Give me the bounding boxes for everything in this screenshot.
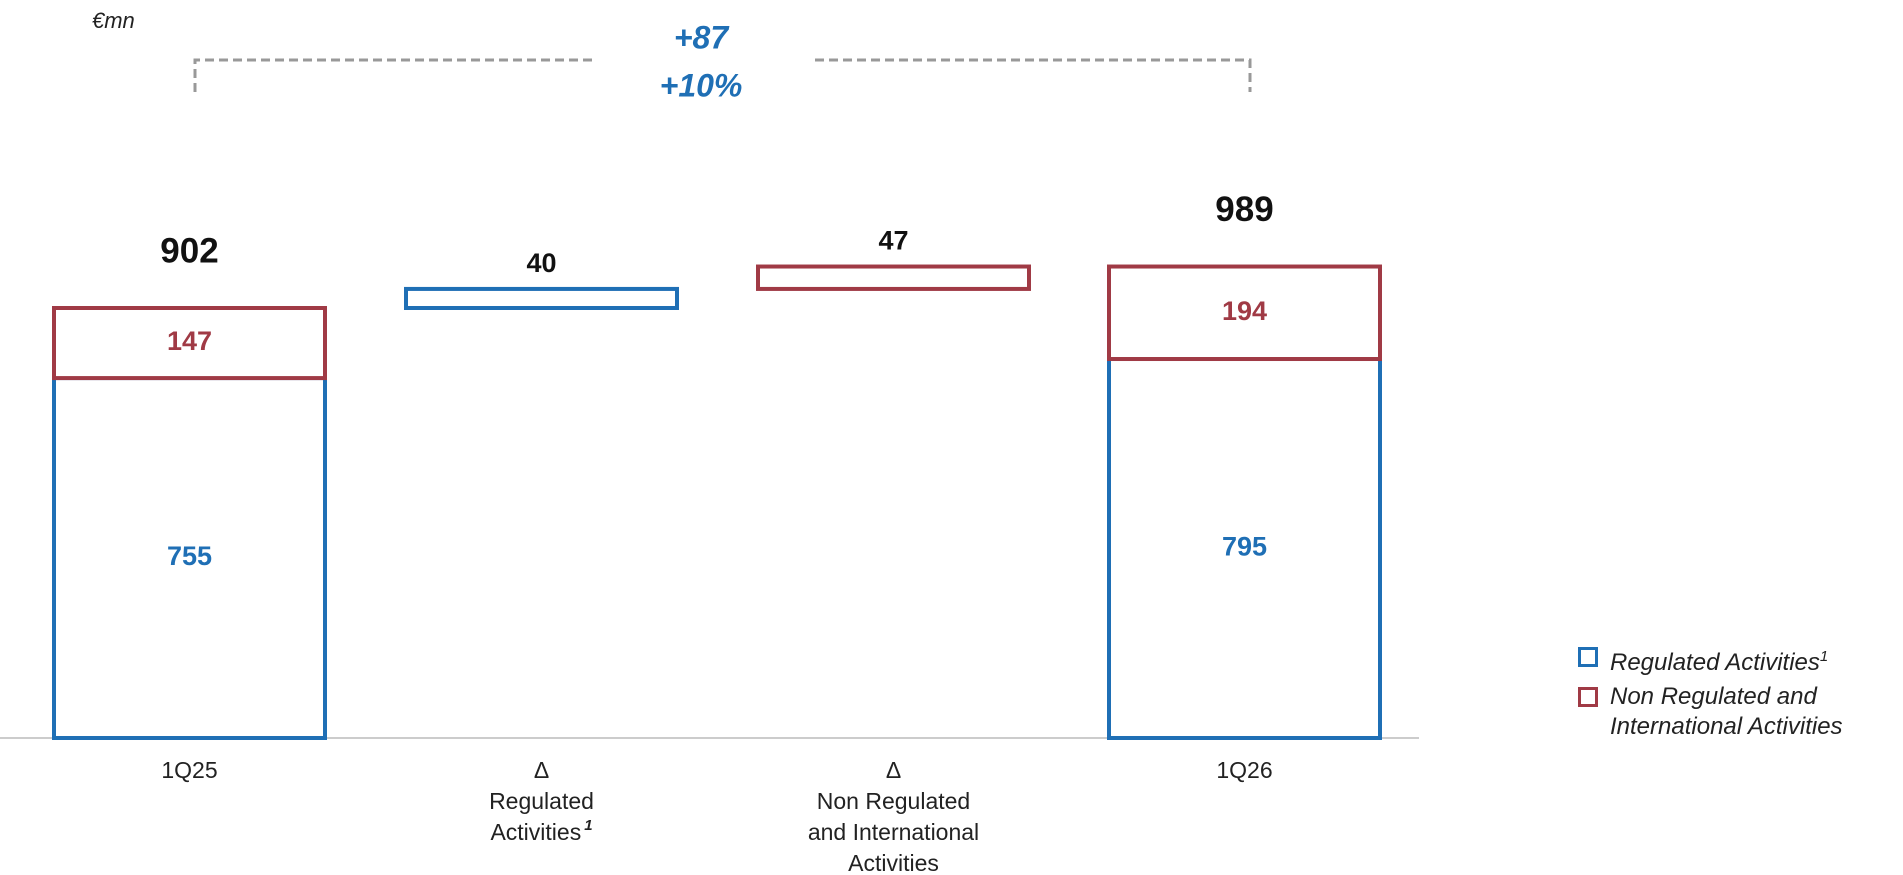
x-tick-label-text: Activities: [848, 850, 939, 875]
legend-swatch: [1578, 647, 1598, 667]
x-tick-label-text: Δ: [886, 757, 901, 783]
change-annotation: +87: [674, 19, 730, 55]
x-tick-label-text: Δ: [534, 757, 549, 783]
legend-label: Regulated Activities1: [1610, 642, 1828, 678]
x-tick-label: and International: [808, 819, 979, 845]
legend-label: Non Regulated and International Activiti…: [1610, 682, 1903, 742]
footnote-marker: 1: [1819, 648, 1829, 665]
legend-text: Regulated Activities: [1610, 649, 1820, 676]
bar-segment: [1107, 264, 1382, 362]
x-tick-label: Regulated: [489, 788, 594, 814]
x-tick-label-text: 1Q25: [161, 757, 217, 783]
footnote-marker: 1: [584, 817, 592, 834]
x-tick-label-text: and International: [808, 819, 979, 845]
x-tick-label: Activities: [848, 850, 939, 875]
legend-entry: Non Regulated and International Activiti…: [1578, 682, 1903, 742]
change-annotation: +10%: [660, 67, 743, 103]
bar-segment: [756, 264, 1031, 291]
bar-segment: [52, 306, 327, 381]
x-tick-label: Δ: [886, 757, 901, 783]
delta-label: 40: [526, 248, 556, 278]
x-tick-label: Activities 1: [490, 817, 592, 845]
x-tick-label-text: Activities: [490, 819, 581, 845]
x-tick-label-text: Non Regulated: [817, 788, 970, 814]
legend-swatch: [1578, 687, 1598, 707]
unit-label: €mn: [92, 8, 135, 33]
total-label: 902: [160, 231, 218, 270]
segment-label: 194: [1222, 296, 1267, 326]
segment-label: 795: [1222, 532, 1267, 562]
x-tick-label-text: 1Q26: [1216, 757, 1272, 783]
x-tick-label: Non Regulated: [817, 788, 970, 814]
total-label: 989: [1215, 190, 1273, 229]
legend-entry: Regulated Activities1: [1578, 642, 1903, 678]
segment-label: 147: [167, 326, 212, 356]
legend-text: Non Regulated and International Activiti…: [1610, 683, 1843, 740]
legend: Regulated Activities1 Non Regulated and I…: [1578, 642, 1903, 746]
x-tick-label-text: Regulated: [489, 788, 594, 814]
x-tick-label: 1Q25: [161, 757, 217, 783]
x-tick-label: 1Q26: [1216, 757, 1272, 783]
bar-segment: [52, 376, 327, 740]
bar-segment: [404, 286, 679, 311]
change-bracket: [193, 58, 1252, 92]
segment-label: 755: [167, 541, 212, 571]
delta-label: 47: [878, 226, 908, 256]
x-tick-label: Δ: [534, 757, 549, 783]
bar-segment: [1107, 357, 1382, 740]
